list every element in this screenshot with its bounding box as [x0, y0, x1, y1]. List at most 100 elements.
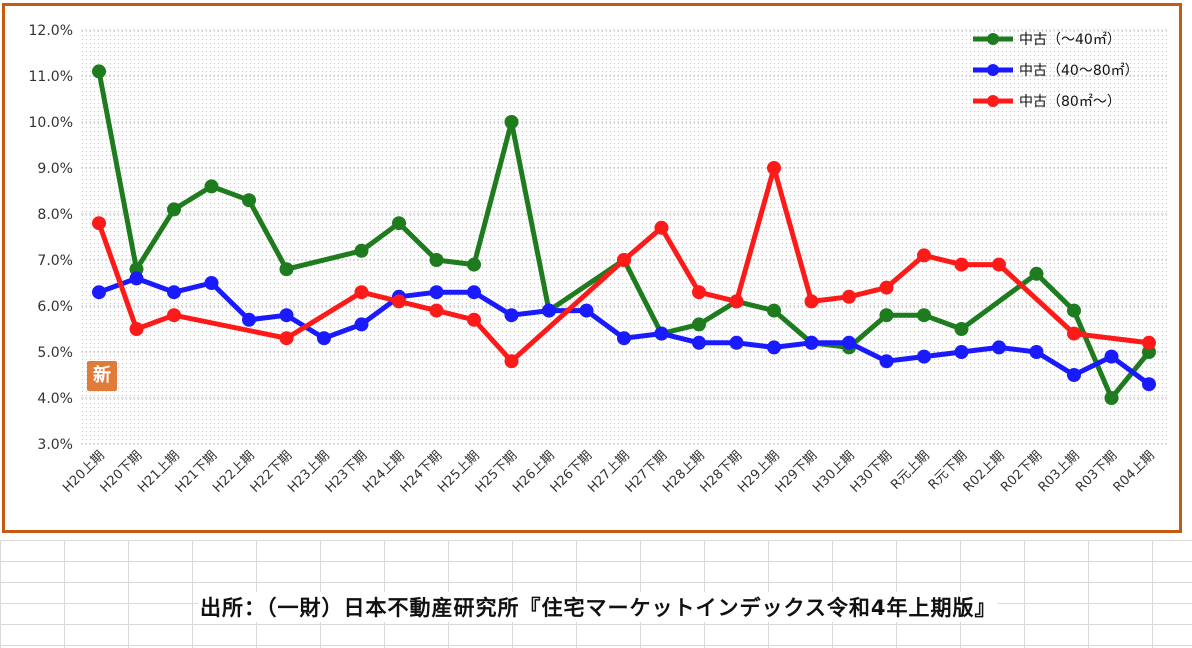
- data-point: [279, 308, 294, 323]
- data-point: [504, 115, 519, 129]
- data-point: [654, 220, 669, 235]
- legend-swatch-marker: [987, 95, 999, 107]
- data-point: [1067, 303, 1081, 318]
- legend-swatch-marker: [987, 64, 999, 76]
- data-point: [167, 308, 181, 323]
- data-point: [467, 257, 481, 272]
- data-point: [954, 257, 969, 272]
- data-point: [354, 317, 369, 332]
- data-point: [129, 271, 144, 286]
- new-badge: 新: [87, 361, 117, 391]
- y-axis: 3.0% 4.0% 5.0% 6.0% 7.0% 8.0% 9.0% 10.0% 11.0% 12…: [29, 23, 73, 453]
- data-point: [917, 349, 931, 364]
- data-point: [804, 294, 819, 309]
- data-point: [354, 243, 369, 258]
- data-point: [1067, 326, 1081, 341]
- data-point: [692, 317, 706, 332]
- data-point: [504, 354, 519, 369]
- data-point: [1142, 335, 1156, 350]
- data-point: [729, 335, 744, 350]
- data-point: [542, 303, 556, 318]
- data-point: [429, 303, 444, 318]
- data-point: [467, 312, 481, 327]
- x-axis: H20上期H20下期H21上期H21下期H22上期H22下期H23上期H23下期…: [60, 448, 1158, 496]
- data-point: [504, 308, 519, 323]
- source-note: 出所：（一財）日本不動産研究所『住宅マーケットインデックス令和4年上期版』: [198, 592, 999, 622]
- data-point: [204, 179, 219, 194]
- y-tick-label: 10.0%: [29, 115, 73, 131]
- data-point: [579, 303, 594, 318]
- data-point: [804, 335, 819, 350]
- y-tick-label: 3.0%: [37, 437, 73, 453]
- data-point: [167, 202, 181, 217]
- data-point: [992, 340, 1006, 355]
- legend-label: 中古（40～80㎡）: [1019, 63, 1139, 79]
- data-point: [767, 303, 781, 318]
- data-point: [729, 294, 744, 309]
- x-tick-label: H30下期: [848, 448, 896, 496]
- data-point: [429, 253, 444, 267]
- data-point: [617, 253, 631, 267]
- data-point: [1104, 349, 1119, 364]
- data-point: [692, 285, 706, 300]
- chart-frame: 3.0% 4.0% 5.0% 6.0% 7.0% 8.0% 9.0% 10.0% 11.0% 12…: [2, 3, 1182, 533]
- gridlines: [81, 29, 1167, 445]
- legend-label: 中古（～40㎡）: [1019, 32, 1121, 48]
- data-point: [917, 248, 931, 263]
- y-tick-label: 5.0%: [37, 345, 73, 361]
- y-tick-label: 7.0%: [37, 253, 73, 269]
- y-tick-label: 11.0%: [29, 69, 73, 85]
- data-point: [1104, 391, 1119, 405]
- x-tick-label: R元上期: [888, 448, 933, 493]
- y-tick-label: 6.0%: [37, 299, 73, 315]
- data-point: [279, 331, 294, 346]
- data-point: [1029, 345, 1044, 359]
- data-point: [392, 216, 406, 231]
- data-point: [767, 161, 781, 175]
- legend-label: 中古（80㎡～）: [1019, 94, 1121, 110]
- data-point: [842, 335, 856, 350]
- data-point: [654, 326, 669, 341]
- data-point: [879, 308, 894, 323]
- line-chart: 3.0% 4.0% 5.0% 6.0% 7.0% 8.0% 9.0% 10.0% 11.0% 12…: [29, 23, 1167, 496]
- series-layer: [92, 64, 1156, 405]
- data-point: [467, 285, 481, 300]
- data-point: [767, 340, 781, 355]
- data-point: [917, 308, 931, 323]
- data-point: [617, 331, 631, 346]
- y-tick-label: 12.0%: [29, 23, 73, 39]
- data-point: [279, 262, 294, 277]
- data-point: [879, 280, 894, 295]
- data-point: [1029, 266, 1044, 281]
- data-point: [354, 285, 369, 300]
- data-point: [242, 193, 256, 208]
- data-point: [92, 285, 106, 300]
- data-point: [1067, 368, 1081, 382]
- data-point: [954, 322, 969, 336]
- data-point: [879, 354, 894, 369]
- y-tick-label: 4.0%: [37, 391, 73, 407]
- plot-area: [81, 30, 1167, 444]
- series-line: [96, 165, 1152, 364]
- legend-swatch-marker: [987, 33, 999, 45]
- data-point: [692, 335, 706, 350]
- data-point: [129, 322, 144, 336]
- data-point: [842, 289, 856, 304]
- series-3: [92, 161, 1156, 369]
- y-tick-label: 8.0%: [37, 207, 73, 223]
- data-point: [392, 294, 406, 309]
- data-point: [992, 257, 1006, 272]
- data-point: [204, 276, 219, 290]
- x-tick-label: R04上期: [1111, 448, 1158, 495]
- data-point: [317, 331, 331, 346]
- data-point: [92, 216, 106, 231]
- data-point: [954, 345, 969, 359]
- data-point: [92, 64, 106, 79]
- data-point: [242, 312, 256, 327]
- data-point: [1142, 377, 1156, 392]
- data-point: [429, 285, 444, 300]
- y-tick-label: 9.0%: [37, 161, 73, 177]
- series-2: [92, 271, 1156, 392]
- legend: 中古（～40㎡） 中古（40～80㎡） 中古（80㎡～）: [973, 32, 1139, 110]
- data-point: [167, 285, 181, 300]
